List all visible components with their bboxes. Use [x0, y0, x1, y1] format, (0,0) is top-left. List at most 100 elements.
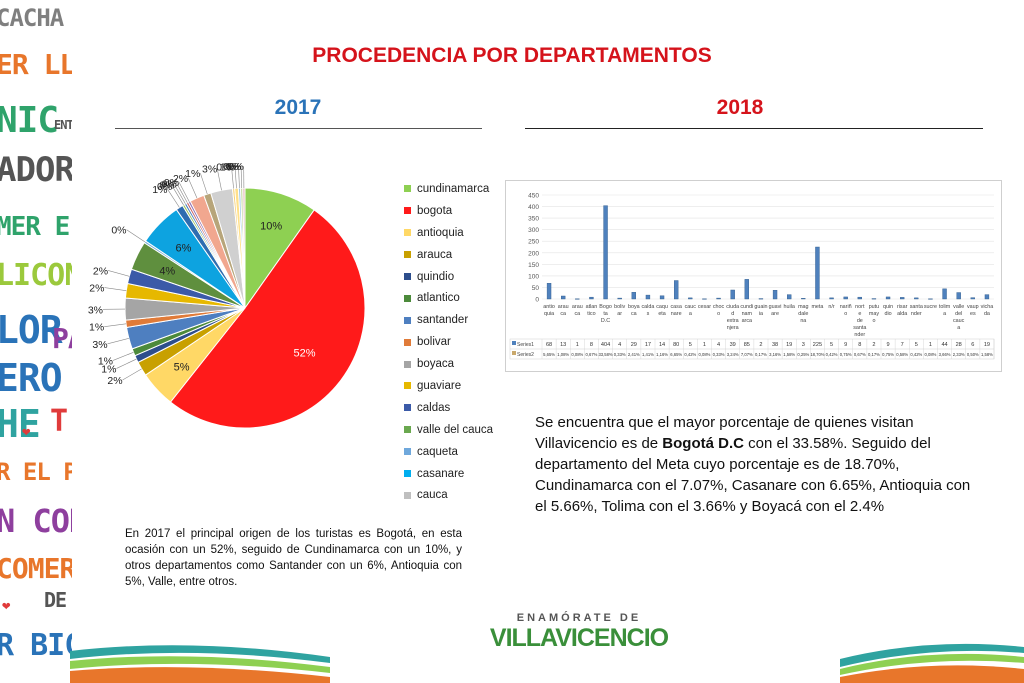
deco-word: ER LLAN — [0, 48, 72, 81]
desc-2018-highlight: Bogotá D.C — [662, 435, 744, 452]
bar — [674, 280, 679, 300]
x-category-label: santa nder — [910, 304, 923, 317]
data-table-cell: 7,07% — [741, 352, 753, 357]
x-category-label: nort e de santa nder — [853, 304, 866, 338]
pie-slice-label: 1% — [89, 322, 104, 334]
pie-slice-label: 10% — [260, 221, 282, 233]
deco-word: PA — [52, 322, 72, 355]
data-table-cell: 3 — [802, 342, 805, 348]
y-tick-label: 400 — [528, 204, 539, 211]
data-table-cell: 8 — [590, 342, 593, 348]
decorative-wave-right — [840, 643, 1024, 683]
data-table-cell: 1,41% — [642, 352, 654, 357]
pie-leader-line — [178, 182, 190, 202]
data-table-cell: 404 — [601, 342, 610, 348]
data-table-cell: 5 — [689, 342, 692, 348]
bar — [885, 296, 891, 300]
logo-name: VILLAVICENCIO — [489, 624, 669, 652]
data-table-cell: 5 — [830, 342, 833, 348]
y-tick-label: 200 — [528, 250, 539, 257]
legend-swatch — [404, 316, 411, 324]
deco-word: N CON — [0, 502, 72, 540]
bar — [716, 297, 721, 300]
legend-item: guaviare — [404, 375, 493, 397]
data-table-cell: 225 — [813, 342, 822, 348]
legend-item: bolivar — [404, 331, 493, 353]
bar — [659, 295, 665, 300]
legend-swatch — [404, 294, 411, 302]
left-decorative-strip: CACHA ER LLAN NIC ADORE MER EL F LICON L… — [0, 0, 72, 683]
legend-item: atlantico — [404, 287, 493, 309]
legend-label: arauca — [417, 248, 453, 261]
bar — [603, 205, 608, 300]
x-category-label: Bogo ta D.C — [599, 304, 612, 324]
pie-leader-line — [238, 166, 240, 189]
data-table-cell: 1 — [576, 342, 579, 348]
x-category-label: cauc a — [685, 304, 697, 317]
pie-slice-label: 2% — [93, 265, 108, 277]
pie-slice-label: 2% — [89, 283, 104, 295]
legend-swatch — [404, 207, 411, 215]
y-tick-label: 150 — [528, 262, 539, 269]
data-table-cell: 0,67% — [854, 352, 866, 357]
bar — [871, 298, 877, 300]
legend-swatch — [404, 229, 411, 237]
pie-leader-line — [107, 270, 130, 277]
bar — [730, 289, 735, 300]
legend-item: arauca — [404, 244, 493, 266]
pie-slice-label: 0% — [164, 177, 179, 189]
bar — [928, 298, 933, 300]
series-swatch — [512, 341, 516, 345]
data-table-cell: 2 — [872, 342, 875, 348]
data-table-cell: 0,33% — [713, 352, 725, 357]
deco-word: ENTOS — [54, 118, 72, 132]
data-table-cell: 1,58% — [981, 352, 993, 357]
pie-slice-label: 6% — [175, 242, 191, 254]
pie-slice-label: 52% — [294, 348, 316, 360]
legend-swatch — [404, 338, 411, 346]
description-2017: En 2017 el principal origen de los turis… — [125, 528, 462, 588]
data-table-cell: 1,08% — [557, 352, 569, 357]
pie-slice-label: 1% — [185, 168, 200, 180]
data-table-cell: 6 — [971, 342, 974, 348]
deco-word: R BICIC — [0, 628, 72, 663]
pie-leader-line — [171, 185, 184, 206]
legend-swatch — [404, 360, 411, 368]
data-table-cell: 14 — [659, 342, 665, 348]
x-category-label: vicha da — [981, 304, 994, 317]
data-table-cell: 5,65% — [543, 352, 555, 357]
data-table-cell: 0,17% — [755, 352, 767, 357]
legend-label: bogota — [417, 204, 453, 217]
y-tick-label: 50 — [532, 285, 540, 292]
legend-label: cauca — [417, 489, 448, 502]
y-tick-label: 100 — [528, 273, 539, 280]
data-table-cell: 5 — [915, 342, 918, 348]
bar — [801, 298, 806, 300]
x-category-label: risar alda — [897, 304, 908, 317]
pie-leader-line — [122, 368, 142, 381]
pie-leader-line — [187, 177, 198, 199]
desc-2018-part: Se encuentra que el mayor porcentaje de … — [535, 414, 914, 452]
pie-leader-line — [104, 323, 127, 328]
x-category-label: sucre — [924, 304, 937, 310]
data-table-cell: 9 — [887, 342, 890, 348]
data-table-cell: 13 — [560, 342, 566, 348]
x-category-label: casa nare — [670, 304, 681, 317]
pie-slice-label: 0% — [162, 178, 177, 190]
data-table-cell: 3,24% — [727, 352, 739, 357]
deco-word: T — [50, 404, 68, 439]
bar — [787, 294, 792, 300]
pie-leader-line — [104, 287, 127, 292]
data-table-cell: 0,33% — [614, 352, 626, 357]
legend-label: santander — [417, 314, 469, 327]
pie-slice-label: 4% — [159, 265, 175, 277]
x-category-label: calda s — [641, 304, 654, 317]
data-table-cell: 18,70% — [810, 352, 824, 357]
x-category-label: n/r — [828, 304, 834, 310]
legend-item: valle del cauca — [404, 419, 493, 441]
pie-slice-label: 3% — [202, 164, 217, 176]
bar-chart-2018: 0 50 100 150 200 250 300 350 400 450 antio quia arau… — [505, 180, 1002, 372]
data-table-cell: 29 — [631, 342, 637, 348]
legend-item: bogota — [404, 200, 493, 222]
series-swatch — [512, 351, 516, 355]
